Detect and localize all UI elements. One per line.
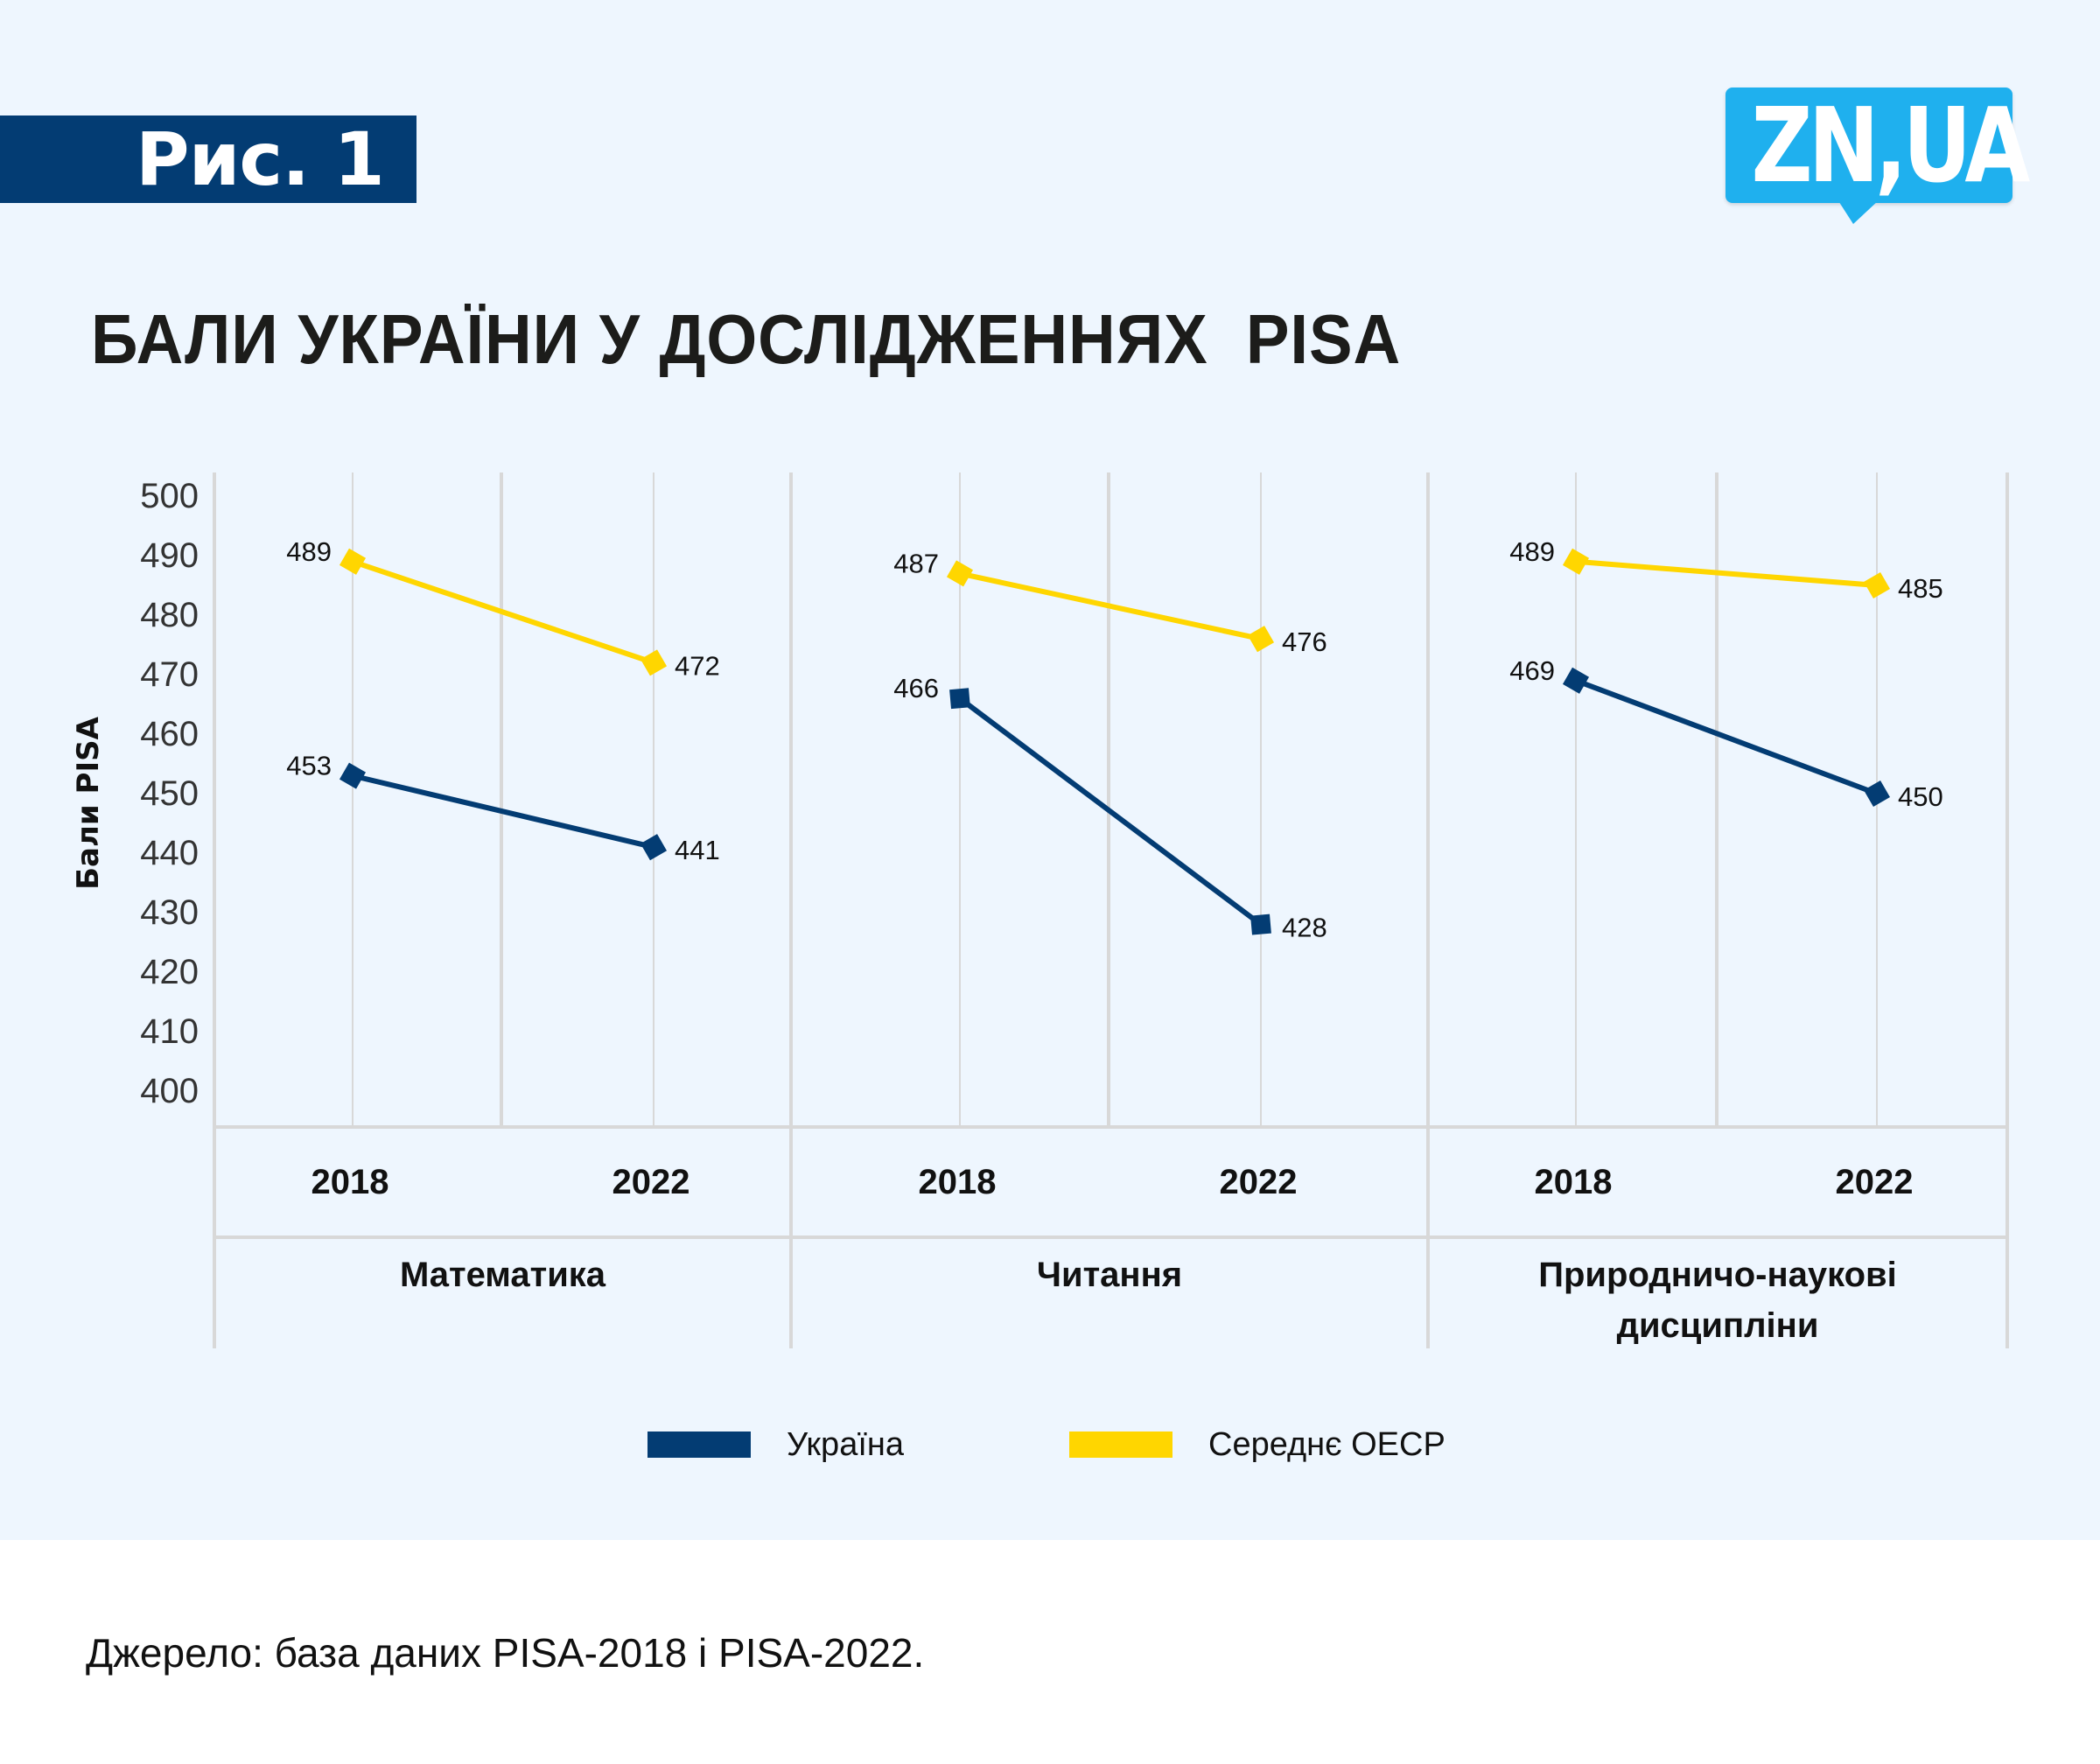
legend-label-ukraine: Україна	[787, 1426, 905, 1463]
category-label: Читання	[1037, 1256, 1182, 1294]
data-point-oecd	[1247, 626, 1275, 653]
data-label-ukraine: 469	[1509, 655, 1555, 686]
source-note: Джерело: база даних PISA-2018 і PISA-202…	[86, 1630, 925, 1676]
data-point-ukraine	[339, 762, 367, 789]
y-tick-label: 460	[140, 715, 199, 753]
data-point-ukraine	[1250, 914, 1271, 935]
y-tick-label: 480	[140, 596, 199, 634]
data-label-ukraine: 450	[1898, 781, 1943, 812]
series-line-ukraine	[958, 696, 1263, 927]
category-label: Природничо-наукові	[1538, 1256, 1897, 1294]
logo-text: ZN,UA	[1751, 85, 2031, 206]
chart-title: БАЛИ УКРАЇНИ У ДОСЛІДЖЕННЯХ PISA	[91, 300, 1402, 378]
series-line-ukraine	[352, 773, 654, 850]
y-tick-label: 500	[140, 477, 199, 515]
series-line-oecd	[959, 570, 1262, 642]
category-label: дисципліни	[1617, 1306, 1819, 1345]
y-tick-label: 470	[140, 655, 199, 694]
y-tick-label: 420	[140, 953, 199, 991]
series-line-oecd	[1575, 558, 1878, 588]
figure-label: Рис. 1	[0, 116, 416, 203]
data-point-oecd	[640, 649, 668, 676]
data-point-ukraine	[640, 834, 668, 861]
series-line-ukraine	[1574, 677, 1879, 796]
legend-swatch-oecd	[1069, 1432, 1172, 1458]
series-line-oecd	[352, 558, 654, 666]
x-tick-label: 2018	[919, 1163, 997, 1201]
data-point-oecd	[1863, 571, 1891, 599]
y-tick-label: 400	[140, 1072, 199, 1110]
data-point-ukraine	[1863, 780, 1891, 808]
zn-ua-logo[interactable]: ZN,UA	[1726, 85, 2031, 206]
data-label-oecd: 489	[286, 536, 332, 567]
x-tick-label: 2022	[612, 1163, 690, 1201]
x-tick-label: 2018	[1535, 1163, 1613, 1201]
x-tick-label: 2022	[1220, 1163, 1298, 1201]
logo-speech-tail-icon	[1838, 200, 1880, 224]
data-point-oecd	[339, 548, 367, 575]
legend-label-oecd: Середнє ОЕСР	[1208, 1426, 1446, 1463]
data-point-ukraine	[1562, 667, 1590, 694]
x-tick-label: 2022	[1836, 1163, 1914, 1201]
data-label-oecd: 489	[1509, 536, 1555, 567]
data-label-ukraine: 466	[893, 673, 939, 704]
data-point-oecd	[946, 560, 974, 587]
y-tick-label: 410	[140, 1012, 199, 1051]
data-label-ukraine: 428	[1282, 913, 1327, 943]
data-point-ukraine	[949, 688, 970, 710]
legend-swatch-ukraine	[648, 1432, 751, 1458]
data-label-oecd: 485	[1898, 573, 1943, 604]
y-tick-label: 450	[140, 774, 199, 813]
pisa-chart: 500 490 480 470 460 450 440 430 420 410 400 Бали PI…	[71, 472, 2009, 1348]
data-label-oecd: 472	[675, 650, 720, 681]
data-label-oecd: 487	[893, 548, 939, 578]
data-label-ukraine: 453	[286, 751, 332, 781]
data-label-oecd: 476	[1282, 626, 1327, 657]
y-tick-label: 440	[140, 834, 199, 872]
y-tick-label: 430	[140, 893, 199, 932]
y-tick-label: 490	[140, 536, 199, 575]
y-axis-label: Бали PISA	[71, 716, 106, 889]
x-tick-label: 2018	[312, 1163, 389, 1201]
data-label-ukraine: 441	[675, 835, 720, 865]
category-label: Математика	[400, 1256, 606, 1294]
data-point-oecd	[1562, 548, 1590, 575]
